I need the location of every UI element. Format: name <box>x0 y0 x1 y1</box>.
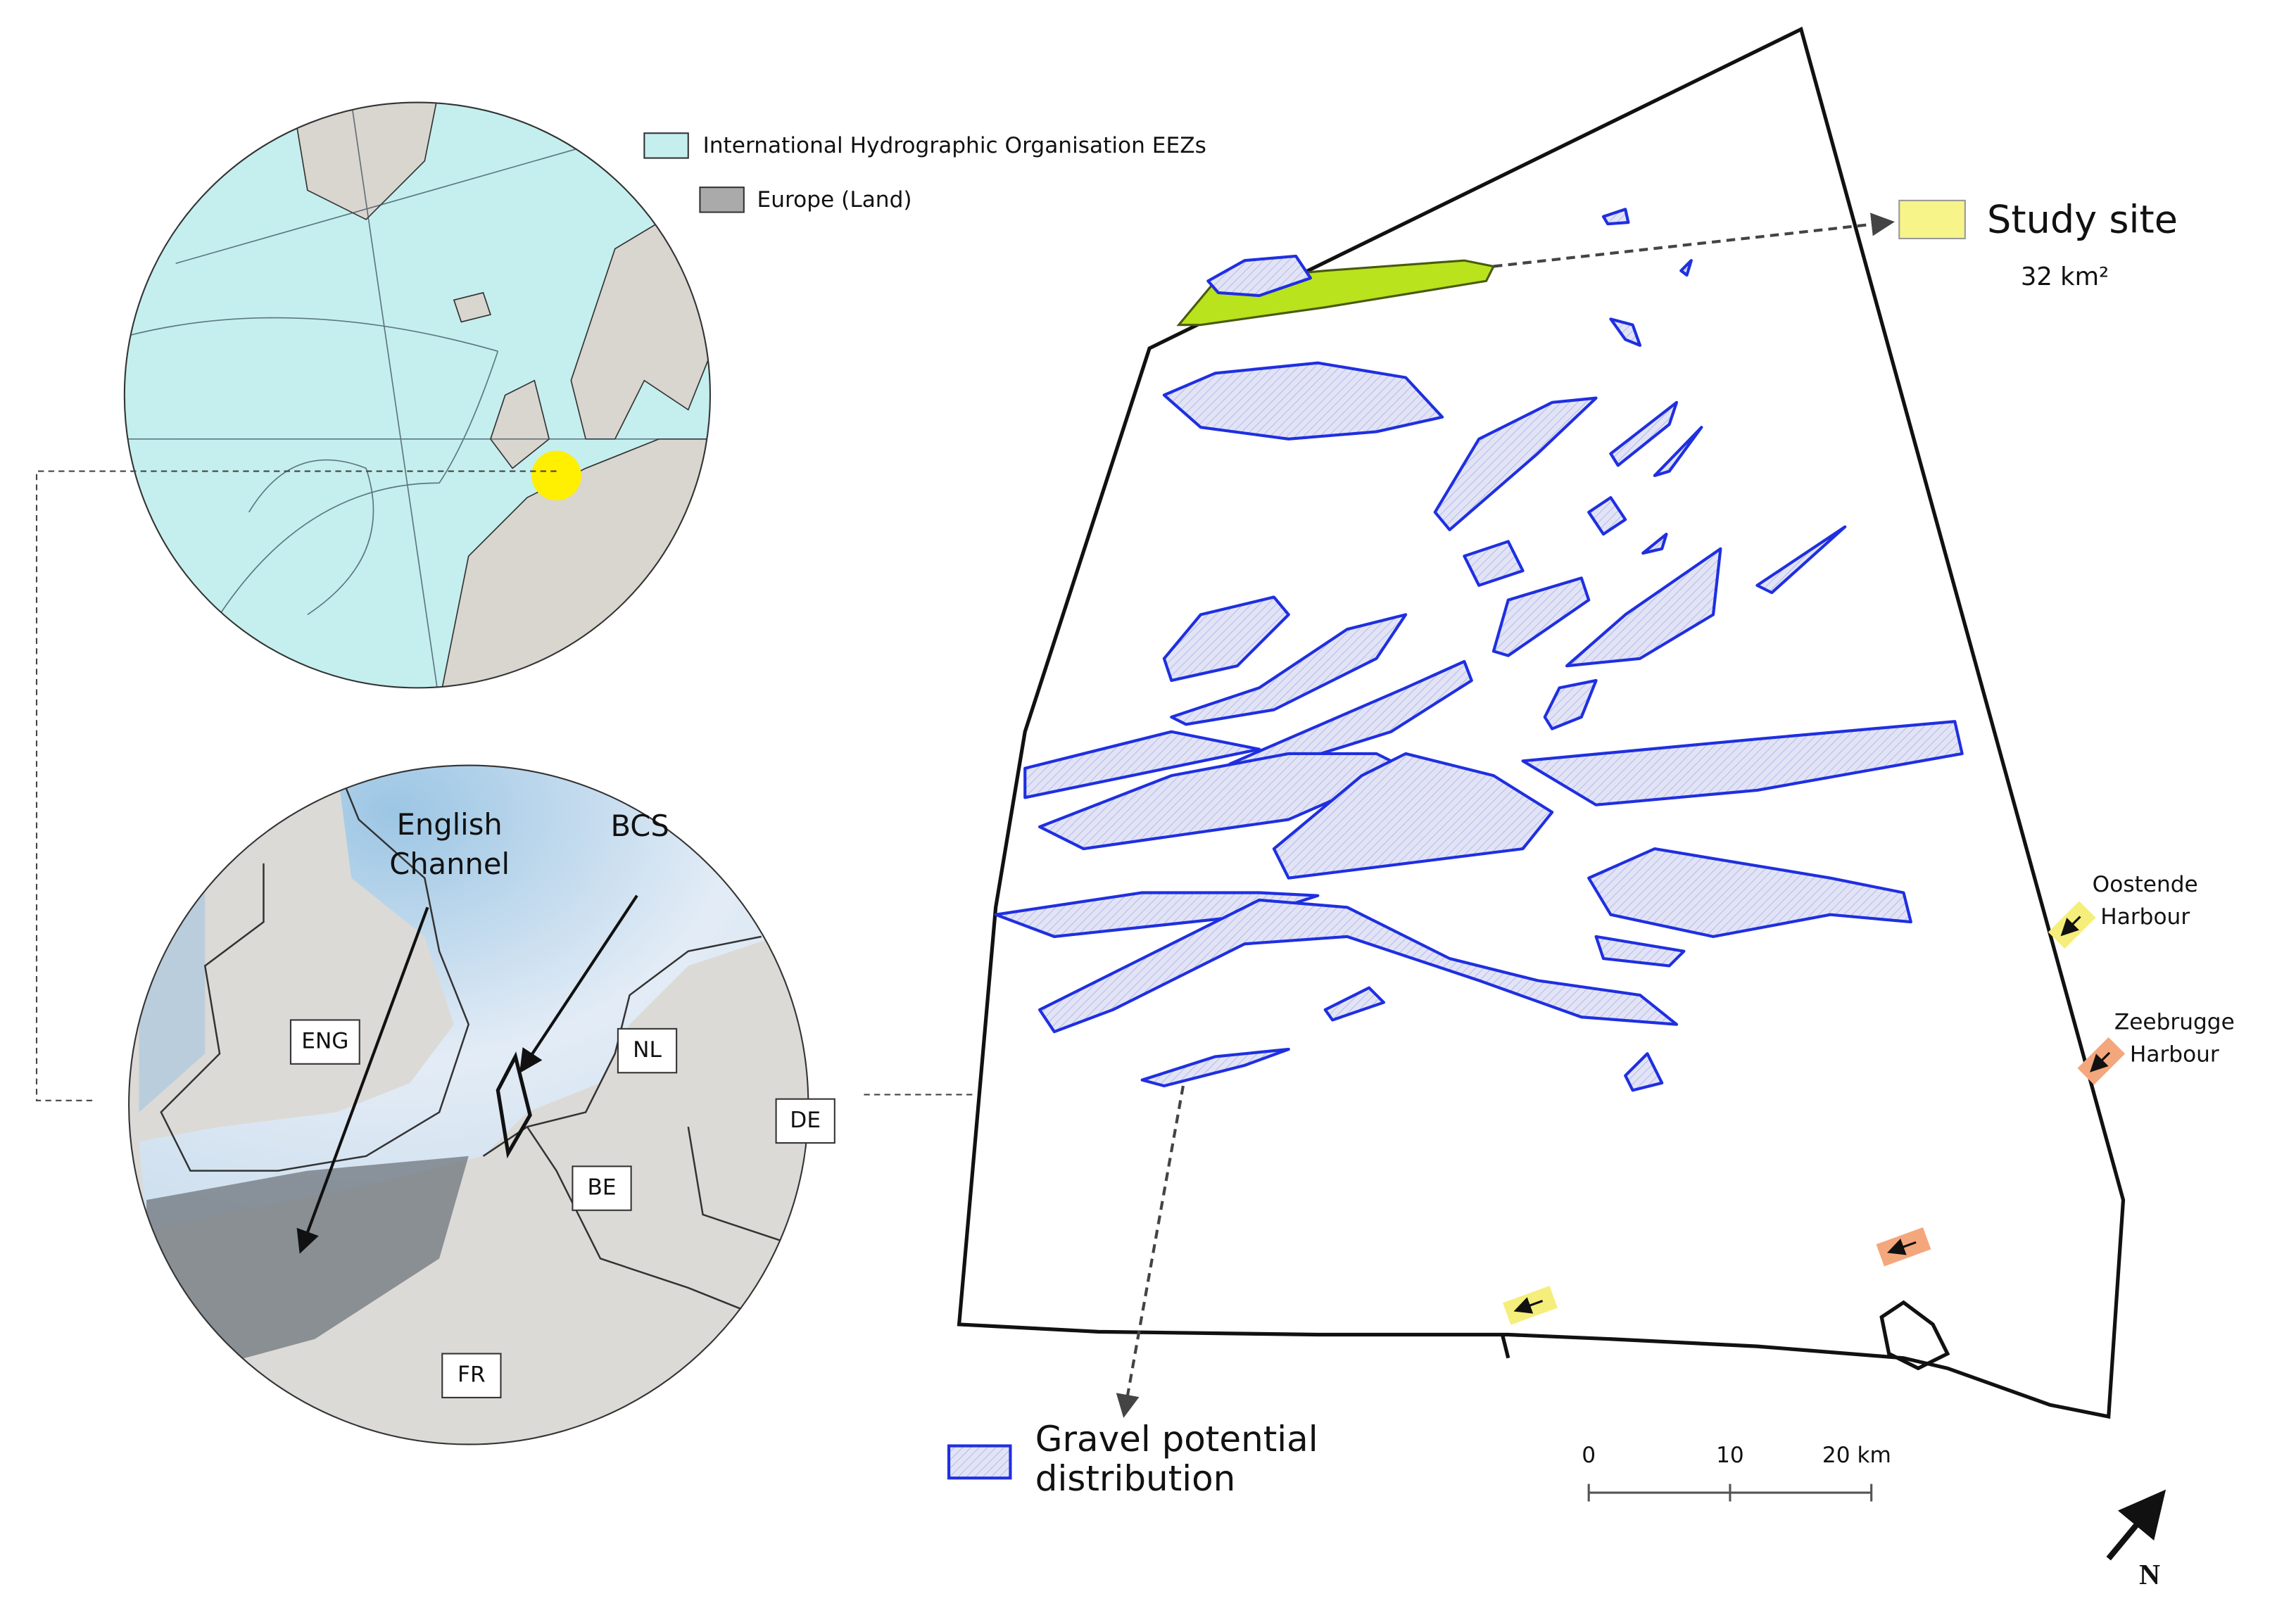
north-arrow <box>2106 1489 2166 1561</box>
scale-label: 0 <box>1582 1443 1596 1468</box>
study-site-area: 32 km² <box>2021 262 2109 291</box>
country-box <box>572 1165 632 1211</box>
globe-overview <box>123 101 712 689</box>
country-label: BE <box>587 1175 616 1201</box>
inset-label: English <box>397 807 503 842</box>
harbour-markers <box>1503 901 2126 1325</box>
scale-label: 10 <box>1716 1443 1744 1468</box>
study-site-title: Study site <box>1987 198 2178 242</box>
north-label: N <box>2139 1558 2160 1590</box>
legend-label: Europe (Land) <box>757 187 912 213</box>
legend-label: distribution <box>1035 1458 1235 1499</box>
connector <box>35 470 557 1101</box>
legend-swatch <box>947 1444 1012 1480</box>
country-box <box>617 1027 678 1074</box>
country-label: ENG <box>301 1029 348 1054</box>
inset-label: BCS <box>610 809 669 843</box>
country-box <box>775 1098 835 1144</box>
inset-label: Channel <box>389 847 510 881</box>
harbour-label: Harbour <box>2100 904 2190 930</box>
country-label: FR <box>458 1362 486 1388</box>
arrow <box>296 906 429 1254</box>
scale-bar: 0 10 20 km <box>1582 1443 1891 1502</box>
legend-swatch <box>1898 199 1966 239</box>
harbour-label: Oostende <box>2093 872 2198 897</box>
scale-label: 20 km <box>1822 1443 1891 1468</box>
harbour-label: Zeebrugge <box>2114 1010 2235 1035</box>
country-label: NL <box>633 1037 662 1063</box>
country-box <box>441 1353 502 1398</box>
legend-label: Gravel potential <box>1035 1419 1318 1460</box>
country-label: DE <box>790 1108 821 1133</box>
study-location <box>531 450 581 501</box>
globe-detail <box>128 764 809 1445</box>
country-box <box>289 1019 360 1065</box>
bcs-map <box>957 26 2126 1419</box>
legend-swatch <box>643 132 689 159</box>
arrow <box>519 894 638 1073</box>
legend-label: International Hydrographic Organisation … <box>703 133 1206 158</box>
legend-swatch <box>699 186 745 213</box>
harbour-label: Harbour <box>2130 1042 2219 1067</box>
gravel-areas <box>994 208 1964 1092</box>
